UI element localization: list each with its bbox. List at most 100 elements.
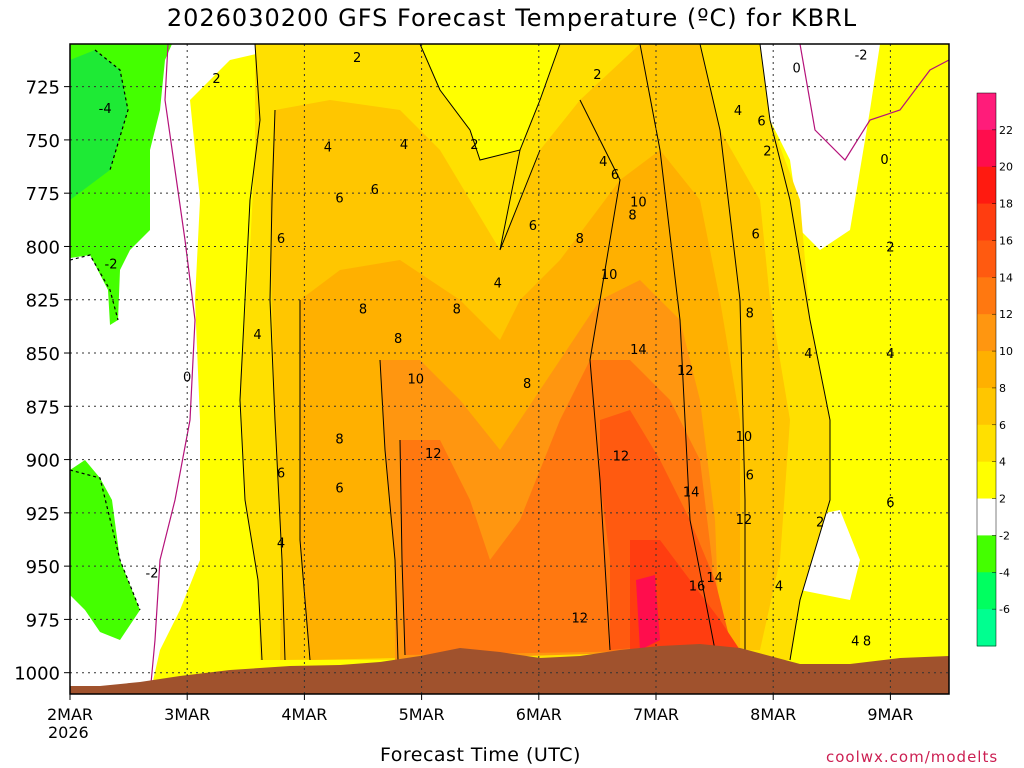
contour-label: 0: [792, 61, 800, 76]
y-tick-label: 750: [26, 131, 60, 152]
x-tick-label: 2MAR: [47, 705, 93, 724]
colorbar-label: 18: [999, 198, 1013, 211]
x-tick-label: 9MAR: [867, 705, 913, 724]
contour-label: 0: [183, 370, 191, 385]
contour-label: 6: [277, 232, 285, 247]
contour-label: 8: [746, 307, 754, 322]
x-axis: 2MAR 3MAR 4MAR 5MAR 6MAR 7MAR 8MAR 9MAR: [47, 694, 913, 724]
contour-label: -4: [99, 102, 112, 117]
colorbar-swatch: [977, 203, 996, 241]
colorbar-swatch: [977, 351, 996, 389]
contour-label: 2: [816, 515, 824, 530]
contour-label: 4: [324, 140, 332, 155]
contour-label: 8: [523, 377, 531, 392]
colorbar-frame: [976, 92, 997, 647]
colorbar-swatch: [977, 535, 996, 573]
colorbar-label: -2: [999, 529, 1010, 542]
contour-label: 10: [630, 196, 647, 211]
colorbar-label: 12: [999, 308, 1013, 321]
y-tick-label: 900: [26, 451, 60, 472]
contour-label: 10: [736, 430, 753, 445]
contour-label: 8: [863, 635, 871, 650]
colorbar-label: -4: [999, 566, 1010, 579]
contour-label: 8: [628, 208, 636, 223]
contour-label: 4: [400, 138, 408, 153]
contour-label: 4: [804, 347, 812, 362]
colorbar-swatch: [977, 387, 996, 426]
contour-label: 6: [886, 496, 894, 511]
colorbar-swatch: [977, 498, 996, 536]
contour-label: 6: [757, 115, 765, 130]
colorbar-swatch: [977, 277, 996, 315]
colorbar-swatch: [977, 609, 996, 647]
contour-label: 14: [706, 571, 723, 586]
colorbar-swatch: [977, 424, 996, 463]
colorbar-swatch: [977, 572, 996, 610]
contour-label: 12: [425, 447, 442, 462]
colorbar-label: 6: [999, 419, 1006, 432]
contour-label: 16: [689, 579, 706, 594]
contour-labels: -4-2-20244662466688848101224868246101081…: [99, 49, 895, 650]
contour-label: 2: [763, 145, 771, 160]
contour-label: 6: [335, 191, 343, 206]
grid-lines: [70, 44, 949, 694]
contour-label: 4: [775, 579, 783, 594]
contour-label: 8: [335, 432, 343, 447]
y-tick-label: 825: [26, 291, 60, 312]
contour-label: 4: [599, 155, 607, 170]
contour-label: 0: [880, 153, 888, 168]
contour-label: 2: [886, 240, 894, 255]
colorbar-swatch: [977, 93, 996, 131]
contour-label: 4: [494, 277, 502, 292]
filled-contours: [70, 44, 949, 694]
terrain: [70, 644, 949, 694]
colorbar-swatch: [977, 314, 996, 352]
contour-label: 14: [683, 486, 700, 501]
contour-label: 8: [576, 232, 584, 247]
colorbar-swatch: [977, 129, 996, 168]
x-tick-label: 6MAR: [516, 705, 562, 724]
colorbar-label: 20: [999, 161, 1013, 174]
contour-label: 6: [751, 228, 759, 243]
colorbar-label: -6: [999, 603, 1010, 616]
contour-label: 12: [677, 364, 694, 379]
contour-label: 4: [734, 104, 742, 119]
y-tick-label: 1000: [14, 664, 60, 685]
plot-frame: [69, 43, 950, 695]
credit-link[interactable]: coolwx.com/modelts: [826, 748, 999, 766]
x-tick-label: 8MAR: [750, 705, 796, 724]
chart-title: 2026030200 GFS Forecast Temperature (ºC)…: [166, 4, 858, 32]
contour-label: 8: [359, 302, 367, 317]
y-axis: 725 750 775 800 825 850 875 900 925 950 975 1000: [14, 78, 70, 685]
contour-label: 12: [613, 449, 630, 464]
x-tick-label: 5MAR: [399, 705, 445, 724]
contour-lines: [239, 44, 831, 661]
colorbar-label: 2: [999, 493, 1006, 506]
contour-label: 8: [453, 302, 461, 317]
y-tick-label: 975: [26, 610, 60, 631]
contour-label: 2: [470, 138, 478, 153]
colorbar-label: 10: [999, 345, 1013, 358]
y-tick-label: 800: [26, 237, 60, 258]
colorbar-label: 8: [999, 382, 1006, 395]
contour-label: -2: [105, 258, 118, 273]
colorbar-label: 4: [999, 456, 1006, 469]
y-tick-label: 875: [26, 397, 60, 418]
contour-label: -2: [855, 49, 868, 64]
contour-label: 12: [736, 513, 753, 528]
colorbar-label: 14: [999, 271, 1013, 284]
contour-label: 8: [394, 332, 402, 347]
y-tick-label: 950: [26, 557, 60, 578]
contour-label: 10: [407, 373, 424, 388]
x-tick-label: 3MAR: [164, 705, 210, 724]
y-tick-label: 925: [26, 504, 60, 525]
contour-label: 2: [593, 68, 601, 83]
contour-label: 2: [212, 72, 220, 87]
contour-label: 4: [253, 328, 261, 343]
contour-label: 4: [851, 635, 859, 650]
contour-label: 6: [746, 468, 754, 483]
contour-label: 14: [630, 343, 647, 358]
colorbar-swatch: [977, 166, 996, 205]
contour-label: 6: [335, 481, 343, 496]
